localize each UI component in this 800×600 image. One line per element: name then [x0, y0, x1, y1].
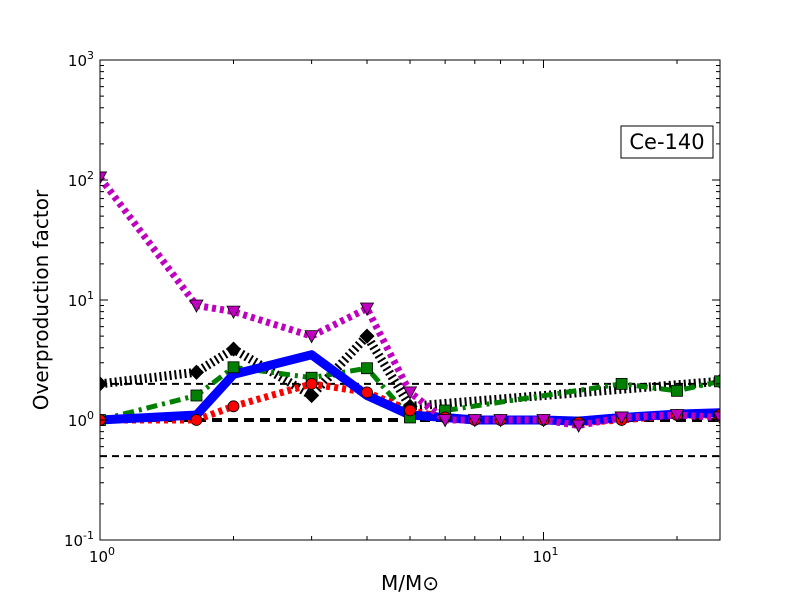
marker-green-square-8 — [671, 384, 683, 397]
marker-green-square-9 — [714, 375, 720, 388]
marker-green-square-4 — [361, 362, 373, 375]
marker-green-square-7 — [615, 377, 628, 390]
marker-magenta-triangle-13 — [712, 411, 720, 425]
marker-magenta-triangle-5 — [402, 386, 418, 400]
marker-red-circle-2 — [227, 400, 240, 413]
marker-black-diamond-2 — [225, 341, 242, 357]
marker-green-square-1 — [190, 389, 203, 402]
annotation-box — [620, 125, 714, 159]
series-line-magenta-triangle — [100, 175, 720, 429]
x-tick-label-0: 100 — [89, 545, 115, 566]
x-tick-label-1: 101 — [532, 545, 558, 566]
marker-magenta-triangle-11 — [614, 411, 629, 425]
marker-red-circle-5 — [404, 404, 416, 417]
y-tick-label-0: 10-1 — [64, 529, 94, 550]
x-axis-title: M/M⊙ — [381, 571, 439, 595]
marker-magenta-triangle-9 — [536, 414, 551, 428]
axis-ticks — [99, 59, 720, 541]
y-axis-title: Overproduction factor — [29, 189, 53, 410]
marker-magenta-triangle-2 — [226, 305, 241, 319]
marker-green-square-2 — [227, 361, 240, 374]
y-tick-label-3: 102 — [68, 169, 94, 190]
marker-magenta-triangle-10 — [571, 419, 586, 433]
marker-black-diamond-1 — [188, 364, 205, 380]
marker-red-circle-3 — [305, 377, 318, 390]
marker-magenta-triangle-1 — [189, 299, 204, 313]
marker-magenta-triangle-0 — [100, 171, 108, 185]
series-line-green-square — [100, 364, 720, 423]
marker-magenta-triangle-8 — [493, 414, 508, 428]
marker-magenta-triangle-4 — [359, 302, 375, 316]
marker-red-circle-1 — [190, 414, 203, 426]
marker-black-diamond-4 — [359, 328, 375, 344]
marker-red-circle-4 — [361, 386, 373, 399]
marker-magenta-triangle-12 — [669, 409, 685, 423]
y-tick-label-1: 100 — [68, 409, 94, 430]
marker-magenta-triangle-6 — [437, 414, 453, 428]
marker-magenta-triangle-7 — [467, 414, 482, 428]
marker-magenta-triangle-3 — [304, 330, 319, 344]
y-tick-label-4: 103 — [68, 49, 94, 70]
annotation-label: Ce-140 — [629, 130, 704, 154]
marker-black-diamond-3 — [304, 387, 320, 404]
y-tick-label-2: 101 — [68, 289, 94, 310]
